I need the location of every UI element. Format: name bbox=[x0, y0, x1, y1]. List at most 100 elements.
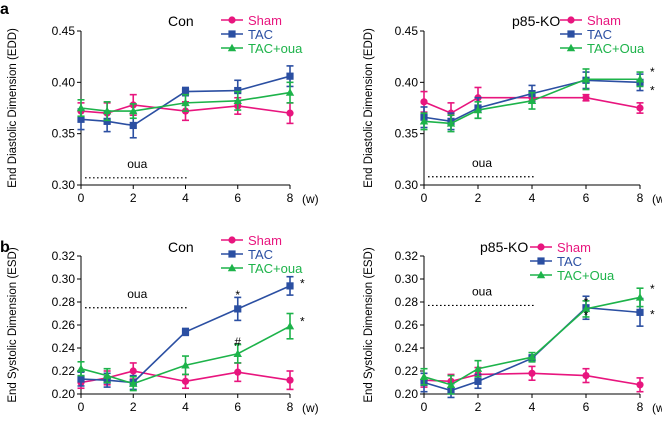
x-tick-label: 0 bbox=[421, 400, 428, 414]
series-line bbox=[423, 306, 641, 392]
series-line bbox=[80, 325, 291, 385]
chart-panel: 0.20 0.22 0.24 0.26 0.28 0.30 0.32 0 2 4 6 8 (w) End … bbox=[0, 233, 319, 415]
group-label: p85-KO bbox=[512, 13, 560, 29]
legend-label: Sham bbox=[248, 233, 282, 248]
x-tick-label: 0 bbox=[78, 400, 85, 414]
significance-mark: * bbox=[584, 295, 589, 309]
y-axis-label: End Systolic Dimension (ESD) bbox=[363, 247, 375, 402]
data-point bbox=[474, 377, 482, 385]
x-tick-label: 2 bbox=[475, 400, 482, 414]
series-line bbox=[423, 372, 641, 386]
legend-marker bbox=[228, 236, 236, 244]
data-point bbox=[285, 88, 295, 96]
group-label: Con bbox=[168, 239, 194, 255]
data-point bbox=[234, 368, 242, 376]
series-triangle bbox=[419, 287, 645, 395]
legend-marker bbox=[536, 270, 546, 279]
y-tick-label: 0.22 bbox=[52, 364, 76, 378]
data-point bbox=[582, 372, 590, 380]
series-line bbox=[80, 91, 291, 112]
legend-label: TAC bbox=[248, 247, 273, 262]
data-point bbox=[473, 364, 483, 372]
legend-marker bbox=[567, 30, 575, 38]
x-tick-label: 2 bbox=[475, 191, 482, 205]
data-point bbox=[76, 103, 86, 112]
data-point bbox=[446, 380, 456, 388]
oua-label: oua bbox=[127, 157, 147, 171]
y-tick-label: 0.45 bbox=[52, 24, 76, 38]
legend-label: Sham bbox=[557, 240, 591, 255]
legend-marker bbox=[566, 43, 576, 52]
data-point bbox=[419, 372, 429, 380]
data-point bbox=[420, 98, 428, 106]
y-tick-label: 0.24 bbox=[395, 341, 419, 355]
data-point bbox=[233, 349, 242, 357]
data-point bbox=[527, 96, 537, 105]
data-point bbox=[285, 321, 295, 330]
series-triangle bbox=[419, 68, 645, 133]
data-point bbox=[102, 106, 112, 115]
significance-mark: * bbox=[650, 282, 655, 296]
x-tick-label: 8 bbox=[287, 400, 294, 414]
chart-panel: 0.30 0.35 0.40 0.45 0 2 4 6 8 (w) End Diastolic Di… bbox=[0, 1, 319, 206]
legend-marker bbox=[227, 43, 237, 52]
x-tick-label: 4 bbox=[529, 191, 536, 205]
legend-label: TAC+oua bbox=[248, 41, 303, 56]
series-line bbox=[423, 79, 641, 123]
legend-label: TAC+Oua bbox=[557, 268, 615, 283]
series-triangle bbox=[76, 312, 295, 392]
data-point bbox=[181, 328, 190, 336]
series-line bbox=[423, 296, 641, 386]
significance-mark: * bbox=[650, 84, 655, 98]
data-point bbox=[233, 96, 242, 105]
significance-mark: * bbox=[300, 276, 305, 290]
data-point bbox=[286, 282, 294, 290]
y-tick-label: 0.30 bbox=[52, 272, 76, 286]
panel-letter: b bbox=[0, 239, 10, 256]
legend-label: TAC bbox=[587, 27, 612, 42]
legend-label: Sham bbox=[587, 13, 621, 28]
oua-label: oua bbox=[127, 287, 147, 301]
x-tick-label: 8 bbox=[637, 191, 644, 205]
significance-mark: * bbox=[300, 314, 305, 328]
x-tick-label: 0 bbox=[421, 191, 428, 205]
legend-marker bbox=[228, 30, 236, 38]
x-tick-label: 6 bbox=[583, 191, 590, 205]
series-line bbox=[423, 78, 640, 125]
data-point bbox=[181, 377, 190, 385]
y-tick-label: 0.20 bbox=[52, 387, 76, 401]
data-point bbox=[527, 353, 537, 361]
data-point bbox=[635, 293, 645, 301]
x-unit-label: (w) bbox=[302, 401, 319, 415]
data-point bbox=[446, 119, 456, 127]
legend-marker bbox=[227, 263, 237, 272]
y-tick-label: 0.26 bbox=[395, 318, 419, 332]
x-tick-label: 2 bbox=[130, 400, 137, 414]
legend-marker bbox=[537, 257, 545, 265]
y-axis-label: End Diastolic Dimension (EDD) bbox=[7, 28, 19, 188]
data-point bbox=[129, 106, 138, 115]
x-tick-label: 8 bbox=[287, 191, 294, 205]
data-point bbox=[234, 305, 242, 313]
data-point bbox=[581, 304, 591, 313]
x-tick-label: 2 bbox=[130, 191, 137, 205]
legend-label: TAC+oua bbox=[248, 261, 303, 276]
series-line bbox=[80, 370, 291, 384]
y-tick-label: 0.45 bbox=[395, 24, 419, 38]
x-tick-label: 8 bbox=[637, 400, 644, 414]
series-line bbox=[80, 75, 291, 127]
data-point bbox=[102, 371, 112, 379]
oua-label: oua bbox=[472, 284, 492, 298]
legend-marker bbox=[228, 250, 236, 258]
series-line bbox=[423, 96, 641, 115]
data-point bbox=[181, 87, 190, 96]
panel-letter: a bbox=[0, 1, 9, 18]
legend-marker bbox=[567, 16, 575, 24]
chart-panel: 0.30 0.35 0.40 0.45 0 2 4 6 8 (w) End Diastolic Di… bbox=[363, 13, 662, 206]
data-point bbox=[181, 361, 190, 369]
legend-label: TAC bbox=[248, 27, 273, 42]
series-triangle bbox=[76, 81, 295, 122]
y-tick-label: 0.35 bbox=[52, 127, 76, 141]
significance-mark: * bbox=[650, 308, 655, 322]
